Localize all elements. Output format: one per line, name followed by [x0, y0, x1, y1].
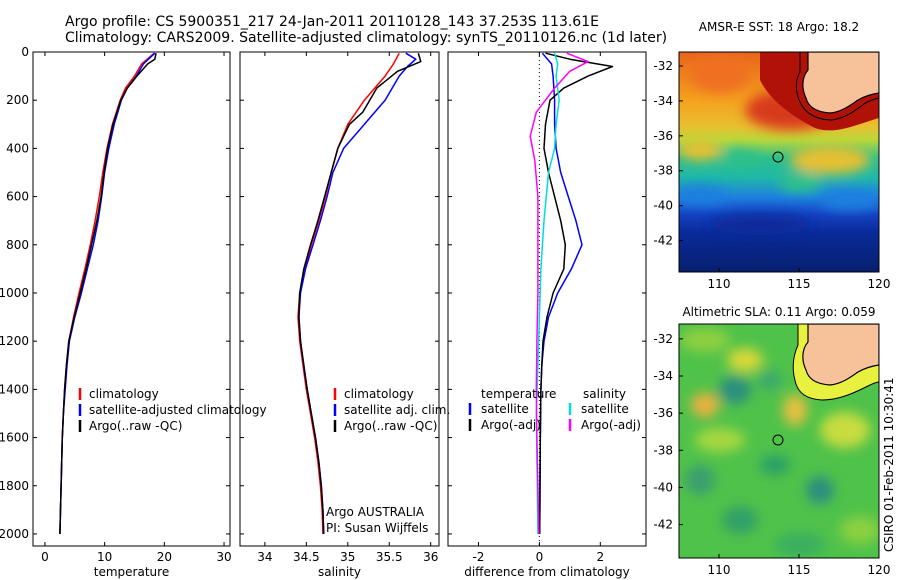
- depth-tick-label: 1000: [0, 286, 29, 300]
- legend-label: satellite: [481, 402, 529, 416]
- depth-tick-label: 400: [6, 141, 29, 155]
- depth-tick-label: 0: [21, 45, 29, 59]
- map-ytick-label: -42: [653, 518, 673, 532]
- depth-tick-label: 1400: [0, 382, 29, 396]
- depth-tick-label: 600: [6, 190, 29, 204]
- difference-axes-box: [447, 51, 647, 547]
- depth-tick-label: 2000: [0, 527, 29, 541]
- sla-land: [802, 324, 879, 386]
- map-ytick-label: -32: [653, 332, 673, 346]
- temperature-xtick-label: 30: [216, 550, 231, 564]
- sst-argo-marker: [772, 151, 784, 163]
- difference-series-line: [529, 52, 589, 535]
- salinity-series-line: [298, 52, 417, 535]
- salinity-xtick-label: 35.5: [376, 550, 403, 564]
- salinity-series-line: [298, 52, 422, 535]
- salinity-xtick-label: 34: [257, 550, 272, 564]
- map-xtick-label: 120: [868, 277, 891, 291]
- map-xtick-label: 120: [868, 563, 891, 577]
- depth-tick-label: 800: [6, 238, 29, 252]
- legend-label: climatology: [344, 387, 414, 401]
- legend-group-label: temperature: [481, 387, 556, 401]
- temperature-xtick-label: 10: [97, 550, 112, 564]
- temperature-series-line: [59, 52, 155, 535]
- legend-label: climatology: [89, 387, 159, 401]
- sla-title: Altimetric SLA: 0.11 Argo: 0.059: [682, 305, 875, 319]
- map-xtick-label: 115: [788, 277, 811, 291]
- map-ytick-label: -38: [653, 164, 673, 178]
- legend-label: Argo(..raw -QC): [89, 419, 182, 433]
- map-ytick-label: -36: [653, 129, 673, 143]
- map-ytick-label: -32: [653, 59, 673, 73]
- map-xtick-label: 115: [788, 563, 811, 577]
- salinity-axes-box: [239, 51, 440, 547]
- sst-title: AMSR-E SST: 18 Argo: 18.2: [699, 20, 859, 34]
- difference-xtick-label: 2: [596, 550, 604, 564]
- salinity-xtick-label: 35: [340, 550, 355, 564]
- temperature-series-line: [59, 52, 156, 535]
- legend-label: Argo(-adj): [581, 418, 641, 432]
- salinity-xtick-label: 34.5: [293, 550, 320, 564]
- salinity-panel: 34 34.5 35 35.5 36 salinity climatology satelli…: [239, 51, 450, 579]
- salinity-xtick-label: 36: [423, 550, 438, 564]
- difference-series-line: [538, 52, 614, 535]
- legend-label: Argo(-adj): [481, 418, 541, 432]
- sst-land: [802, 52, 879, 114]
- side-label: CSIRO 01-Feb-2011 10:30:41: [882, 377, 896, 552]
- map-ytick-label: -34: [653, 369, 673, 383]
- depth-tick-label: 1600: [0, 431, 29, 445]
- map-xtick-label: 110: [708, 563, 731, 577]
- difference-series-line: [535, 52, 560, 535]
- temperature-panel: 0 10 20 30 temperature 0 200 400 600 800 1000 1200 1…: [0, 45, 267, 579]
- salinity-xlabel: salinity: [318, 565, 361, 579]
- sla-anomalies: [680, 328, 879, 557]
- sst-coast-offset: [795, 52, 879, 121]
- legend-label: satellite: [581, 402, 629, 416]
- temperature-xtick-label: 0: [41, 550, 49, 564]
- annotation: PI: Susan Wijffels: [326, 521, 428, 535]
- sla-map: Altimetric SLA: 0.11 Argo: 0.059 110 115 1…: [653, 305, 890, 577]
- temperature-xlabel: temperature: [94, 565, 169, 579]
- depth-tick-label: 1800: [0, 479, 29, 493]
- map-ytick-label: -34: [653, 94, 673, 108]
- map-ytick-label: -38: [653, 443, 673, 457]
- sst-map: AMSR-E SST: 18 Argo: 18.2 110 115 120 -32 -3…: [653, 20, 890, 291]
- map-ytick-label: -42: [653, 234, 673, 248]
- legend-group-label: salinity: [583, 387, 626, 401]
- temperature-xtick-label: 20: [157, 550, 172, 564]
- difference-xlabel: difference from climatology: [464, 565, 630, 579]
- map-ytick-label: -36: [653, 406, 673, 420]
- header-line-1: Argo profile: CS 5900351_217 24-Jan-2011…: [65, 14, 599, 30]
- depth-tick-label: 1200: [0, 334, 29, 348]
- legend-label: Argo(..raw -QC): [344, 419, 437, 433]
- map-ytick-label: -40: [653, 480, 673, 494]
- annotation: Argo AUSTRALIA: [326, 505, 425, 519]
- legend-label: satellite-adjusted climatology: [89, 403, 267, 417]
- legend-label: satellite adj. clim.: [344, 403, 450, 417]
- temperature-axes-box: [32, 51, 231, 547]
- sla-argo-marker: [772, 434, 784, 446]
- temperature-series-line: [59, 53, 157, 535]
- header-line-2: Climatology: CARS2009. Satellite-adjuste…: [65, 30, 667, 46]
- map-xtick-label: 110: [708, 277, 731, 291]
- difference-xtick-label: -2: [472, 550, 484, 564]
- depth-tick-label: 200: [6, 93, 29, 107]
- difference-xtick-label: 0: [536, 550, 544, 564]
- map-ytick-label: -40: [653, 199, 673, 213]
